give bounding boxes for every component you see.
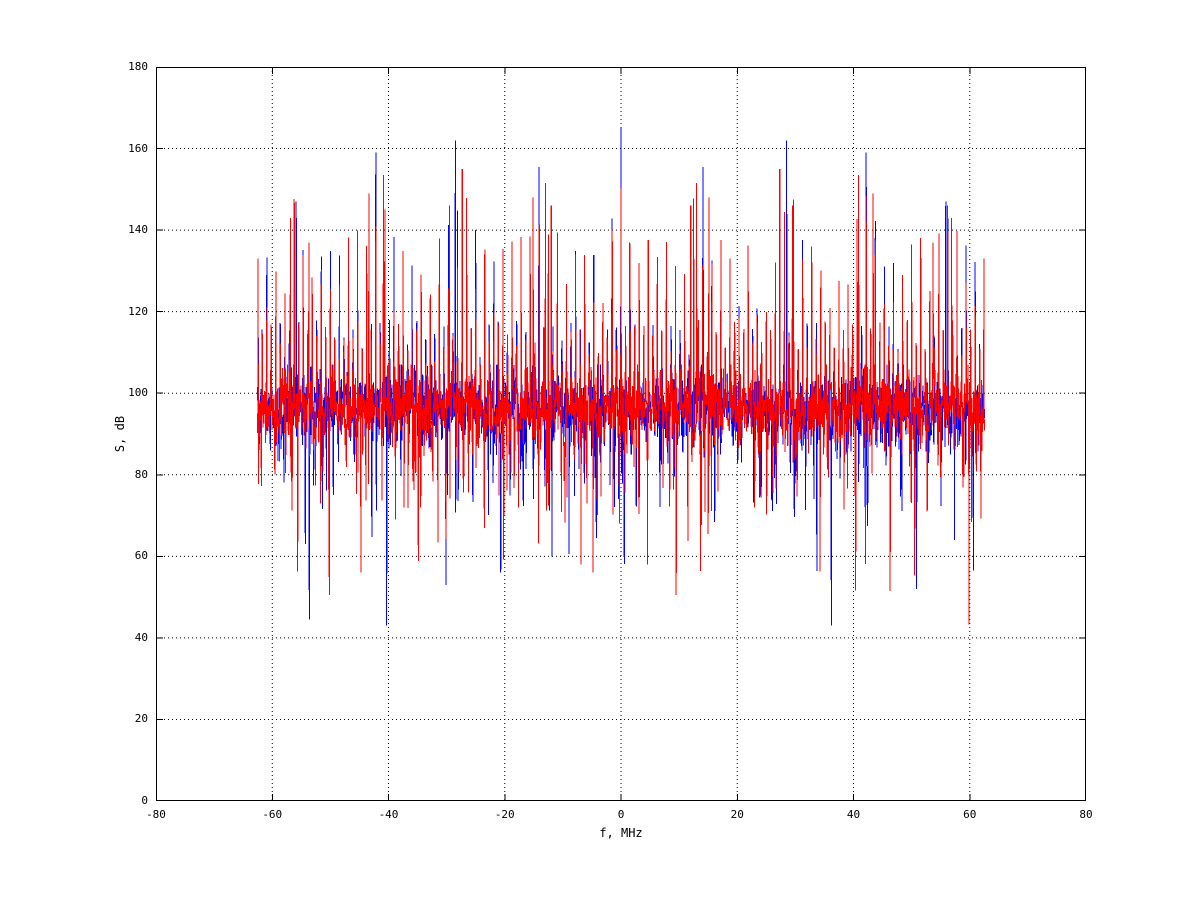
y-tick-label: 120 — [128, 304, 148, 318]
x-tick-label: 60 — [963, 808, 977, 821]
y-tick-label: 180 — [128, 60, 148, 73]
y-tick-label: 60 — [134, 549, 148, 563]
x-tick-label: 80 — [1079, 808, 1093, 821]
y-tick-label: 40 — [134, 630, 148, 644]
y-tick-label: 160 — [128, 141, 148, 155]
x-tick-label: 0 — [617, 808, 625, 821]
x-tick-label: 20 — [730, 808, 744, 821]
y-tick-label: 20 — [134, 712, 148, 726]
x-tick-label: -20 — [494, 808, 515, 821]
spectrum-plot — [156, 67, 1086, 801]
x-tick-label: -60 — [262, 808, 283, 821]
plot-area — [156, 67, 1086, 801]
y-tick-label: 80 — [134, 467, 148, 481]
x-axis-label: f, MHz — [599, 826, 643, 840]
axes-box-and-ticks — [156, 67, 1086, 801]
red-spectrum-trace — [257, 168, 985, 625]
y-axis-label: S, dB — [113, 415, 127, 453]
x-tick-label: -80 — [146, 808, 166, 821]
x-tick-label: -40 — [378, 808, 399, 821]
y-tick-label: 100 — [128, 386, 148, 400]
y-tick-label: 0 — [141, 794, 148, 807]
y-tick-label: 140 — [128, 223, 148, 237]
x-tick-label: 40 — [846, 808, 861, 821]
